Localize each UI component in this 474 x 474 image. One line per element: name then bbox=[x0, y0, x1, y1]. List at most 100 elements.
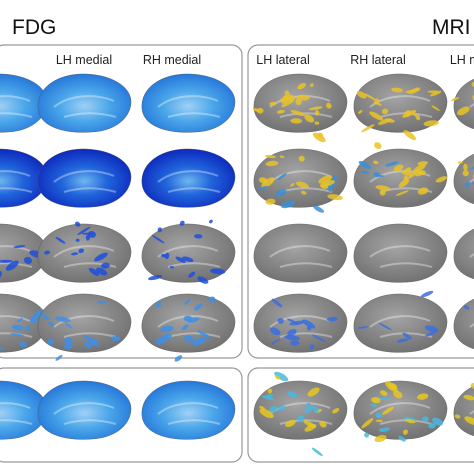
activation-patch bbox=[197, 276, 209, 284]
brain bbox=[37, 73, 132, 133]
activation-patch bbox=[407, 168, 420, 179]
panel-box bbox=[0, 367, 243, 463]
activation-patch bbox=[160, 325, 174, 333]
activation-patch bbox=[388, 383, 398, 390]
brain-sulcus bbox=[53, 95, 117, 118]
activation-patch bbox=[295, 98, 302, 106]
brain-sulcus bbox=[0, 95, 33, 118]
activation-patch bbox=[314, 110, 320, 116]
brain-surface bbox=[37, 73, 132, 133]
brain bbox=[37, 148, 132, 208]
activation-patch bbox=[327, 194, 343, 201]
activation-patch bbox=[277, 405, 286, 411]
activation-patch bbox=[183, 335, 194, 343]
activation-patch bbox=[271, 298, 283, 308]
activation-patch bbox=[369, 111, 384, 121]
brain-surface bbox=[453, 228, 474, 279]
activation-patch bbox=[307, 387, 320, 397]
activation-patch bbox=[332, 408, 340, 414]
activation-patch bbox=[418, 170, 426, 176]
activation-patch bbox=[256, 107, 264, 114]
brain-surface bbox=[353, 148, 448, 208]
activation-patch bbox=[183, 298, 192, 305]
panel-box bbox=[0, 44, 243, 359]
activation-patch bbox=[257, 186, 269, 190]
activation-patch bbox=[378, 427, 390, 432]
activation-patch bbox=[470, 163, 474, 170]
activation-patch bbox=[96, 301, 107, 304]
activation-patch bbox=[423, 120, 439, 127]
brain-surface bbox=[453, 78, 474, 129]
activation-patch bbox=[179, 220, 185, 226]
activation-patch bbox=[398, 435, 406, 442]
brain-sulcus bbox=[0, 170, 33, 193]
activation-patch bbox=[88, 267, 100, 276]
activation-patch bbox=[464, 416, 474, 425]
activation-patch bbox=[396, 338, 409, 343]
brain bbox=[353, 290, 448, 353]
brain-surface bbox=[141, 148, 236, 208]
brain-surface bbox=[453, 385, 474, 436]
activation-patch bbox=[290, 118, 303, 124]
activation-patch bbox=[16, 317, 24, 323]
activation-patch bbox=[319, 180, 335, 188]
activation-patch bbox=[297, 83, 307, 90]
activation-patch bbox=[463, 163, 468, 171]
activation-patch bbox=[360, 170, 370, 174]
activation-patch bbox=[301, 190, 307, 195]
activation-patch bbox=[375, 412, 382, 419]
activation-patch bbox=[420, 290, 434, 298]
brain-surface bbox=[453, 153, 474, 204]
brain bbox=[353, 380, 448, 443]
activation-patch bbox=[450, 97, 460, 102]
activation-patch bbox=[0, 259, 13, 263]
activation-patch bbox=[285, 419, 296, 428]
activation-patch bbox=[465, 181, 470, 189]
activation-patch bbox=[385, 161, 399, 167]
panel-box bbox=[247, 44, 474, 359]
brain-sulcus bbox=[157, 402, 221, 425]
activation-patch bbox=[101, 262, 110, 269]
brain bbox=[141, 219, 236, 284]
activation-patch bbox=[296, 181, 309, 189]
activation-patch bbox=[160, 334, 172, 342]
brain bbox=[450, 78, 474, 129]
brain-surface bbox=[353, 293, 448, 353]
activation-patch bbox=[298, 155, 305, 162]
activation-patch bbox=[279, 155, 285, 159]
activation-patch bbox=[164, 252, 170, 260]
brain-surface bbox=[141, 73, 236, 133]
activation-patch bbox=[471, 81, 474, 88]
activation-patch bbox=[77, 226, 91, 236]
brain bbox=[0, 293, 48, 353]
activation-patch bbox=[209, 219, 213, 224]
brain bbox=[141, 380, 236, 440]
activation-patch bbox=[82, 232, 93, 235]
activation-patch bbox=[375, 174, 385, 177]
activation-patch bbox=[382, 406, 394, 415]
brain bbox=[253, 293, 348, 353]
activation-patch bbox=[428, 422, 436, 429]
brain bbox=[37, 221, 132, 283]
activation-patch bbox=[55, 236, 66, 244]
activation-patch bbox=[375, 419, 384, 423]
activation-patch bbox=[361, 124, 375, 133]
activation-patch bbox=[268, 406, 278, 413]
column-label: RH lateral bbox=[350, 53, 406, 67]
brain-sulcus bbox=[53, 315, 117, 338]
activation-patch bbox=[276, 109, 285, 114]
activation-patch bbox=[357, 326, 369, 329]
activation-patch bbox=[297, 415, 305, 423]
activation-patch bbox=[403, 130, 416, 141]
brain-surface bbox=[453, 298, 474, 349]
activation-patch bbox=[304, 405, 315, 413]
brain-surface bbox=[353, 223, 448, 283]
activation-patch bbox=[421, 416, 429, 422]
activation-patch bbox=[44, 250, 50, 255]
activation-patch bbox=[308, 106, 323, 111]
column-label: RH medial bbox=[143, 53, 201, 67]
brain bbox=[141, 148, 236, 208]
activation-patch bbox=[403, 167, 412, 173]
activation-patch bbox=[54, 316, 71, 323]
